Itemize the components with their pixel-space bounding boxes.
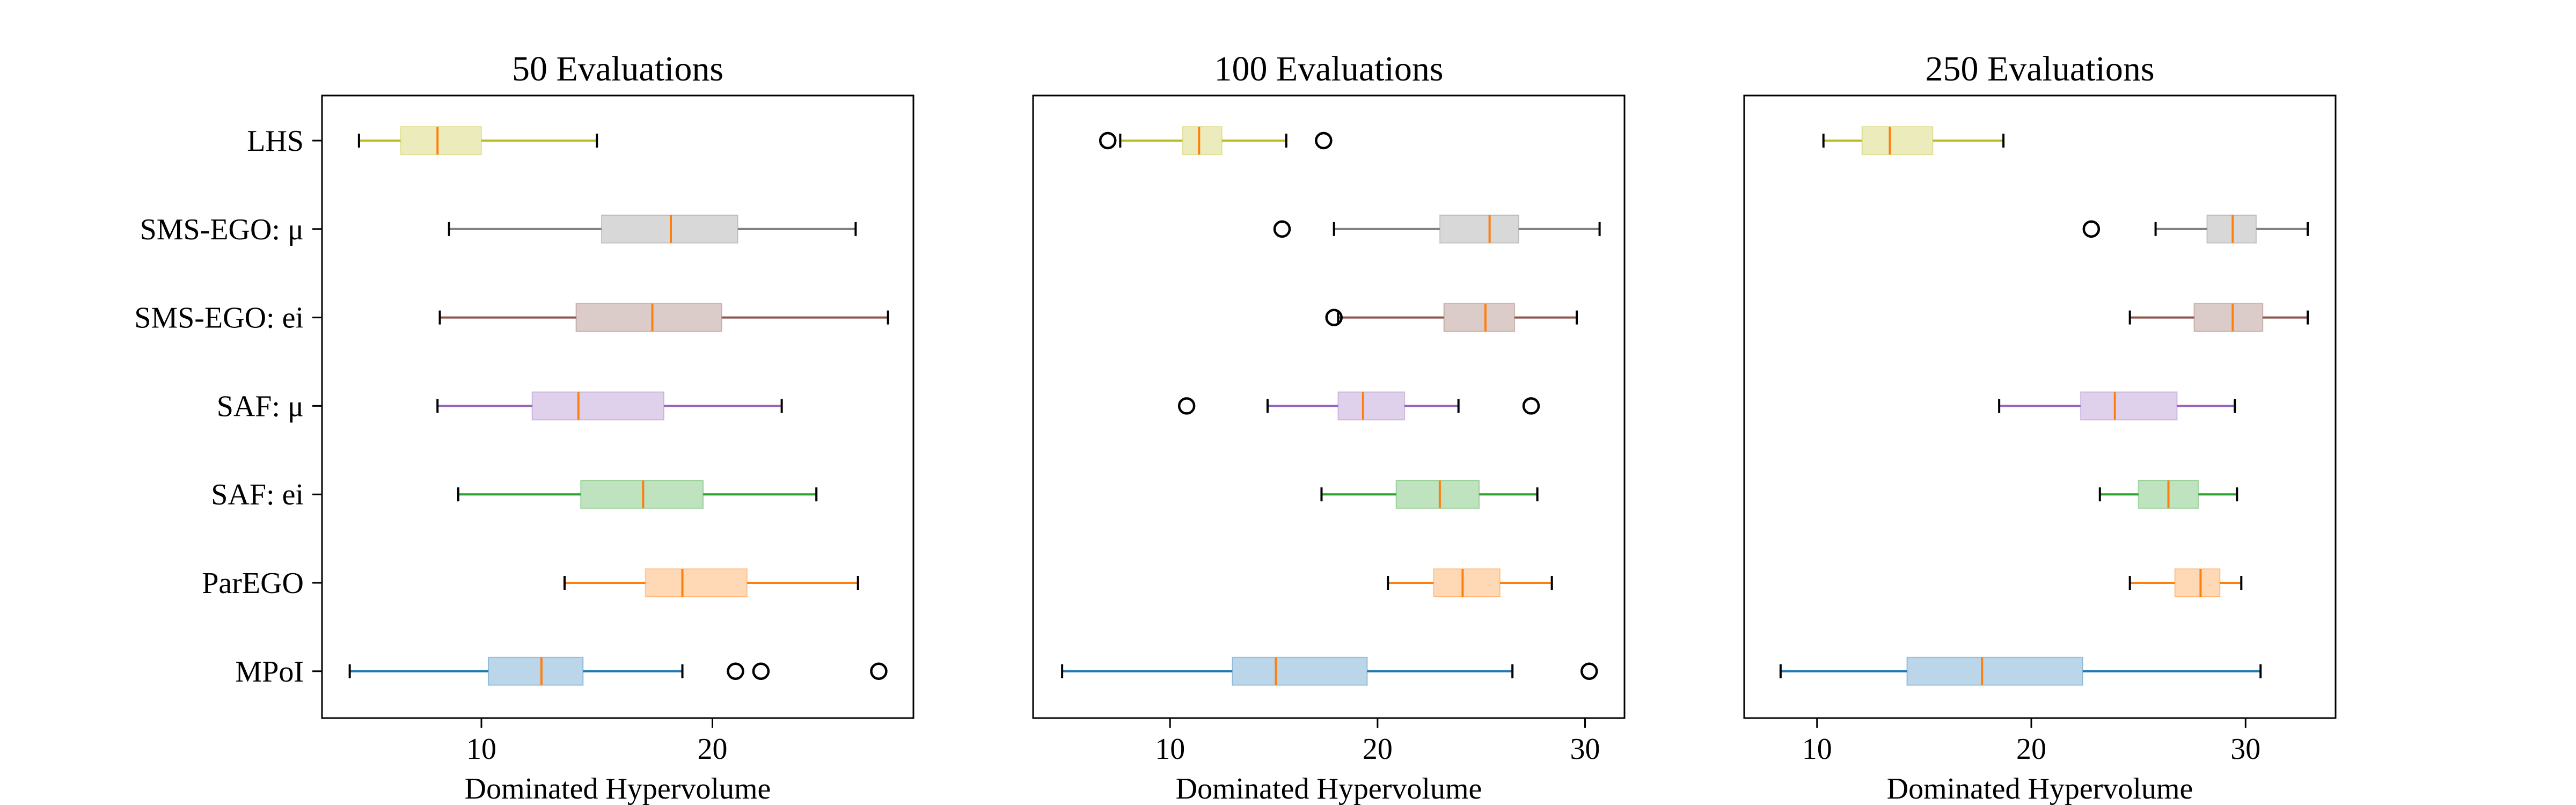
box-saf-ei — [1320, 480, 1539, 509]
iqr-box — [1337, 391, 1406, 421]
panel-3: 250 Evaluations 10 20 30 Dominated Hypervolu… — [1743, 49, 2337, 805]
x-tick-label: 30 — [2230, 733, 2260, 766]
iqr-box — [575, 303, 722, 332]
box-parego — [1387, 568, 1553, 597]
axes-frame — [1032, 94, 1626, 719]
panel-1: 50 Evaluations LHS SMS-EGO: μ SMS-EGO: ei SA… — [134, 49, 914, 805]
x-tick-label: 10 — [1155, 733, 1185, 766]
box-sms-ego- — [1273, 214, 1601, 244]
outlier-point — [727, 662, 744, 680]
category-label: ParEGO — [202, 567, 304, 600]
box-sms-ego-ei — [1325, 303, 1578, 332]
box-saf-ei — [457, 480, 818, 509]
x-axis-label: Dominated Hypervolume — [465, 772, 771, 805]
iqr-box — [1861, 126, 1934, 155]
box-parego — [2128, 568, 2243, 597]
iqr-box — [1182, 126, 1223, 155]
axes-frame — [321, 94, 914, 719]
x-tick-label: 20 — [697, 733, 727, 766]
iqr-box — [580, 480, 704, 509]
panel-title: 250 Evaluations — [1925, 49, 2154, 89]
iqr-box — [1395, 480, 1480, 509]
x-axis-label: Dominated Hypervolume — [1887, 772, 2193, 805]
outlier-point — [1522, 397, 1540, 415]
iqr-box — [645, 568, 748, 597]
axes-frame — [1743, 94, 2337, 719]
outlier-point — [1177, 397, 1196, 415]
x-tick-label: 10 — [1802, 733, 1832, 766]
box-lhs — [357, 126, 598, 155]
outlier-point — [1580, 662, 1598, 680]
iqr-box — [487, 656, 584, 686]
box-sms-ego- — [448, 214, 857, 244]
iqr-box — [2193, 303, 2264, 332]
outlier-point — [870, 662, 888, 680]
iqr-box — [1433, 568, 1501, 597]
box-lhs — [1099, 126, 1333, 155]
x-tick-label: 20 — [2016, 733, 2046, 766]
box-lhs — [1822, 126, 2005, 155]
box-saf- — [1177, 391, 1540, 421]
box-parego — [563, 568, 859, 597]
panel-2: 100 Evaluations 10 20 30 Dominated Hypervolu… — [1032, 49, 1626, 805]
x-tick-label: 30 — [1570, 733, 1600, 766]
iqr-box — [2174, 568, 2221, 597]
iqr-box — [1906, 656, 2083, 686]
box-sms-ego-ei — [2128, 303, 2309, 332]
outlier-point — [2082, 220, 2101, 238]
category-label: SMS-EGO: μ — [140, 213, 304, 246]
x-tick-label: 20 — [1363, 733, 1393, 766]
category-label: SAF: μ — [217, 390, 304, 423]
outlier-point — [752, 662, 770, 680]
outlier-point — [1315, 131, 1333, 150]
iqr-box — [2080, 391, 2178, 421]
box-mpoi — [1779, 656, 2262, 686]
category-label: SMS-EGO: ei — [134, 302, 304, 335]
box-saf-ei — [2098, 480, 2238, 509]
box-sms-ego- — [2082, 214, 2309, 244]
category-label: SAF: ei — [211, 478, 304, 511]
box-saf- — [1998, 391, 2236, 421]
panel-title: 50 Evaluations — [512, 49, 723, 89]
x-tick-label: 10 — [466, 733, 496, 766]
iqr-box — [1439, 214, 1519, 244]
x-axis-label: Dominated Hypervolume — [1176, 772, 1482, 805]
outlier-point — [1325, 309, 1343, 326]
outlier-point — [1273, 220, 1291, 238]
outlier-point — [1099, 131, 1117, 150]
category-label: MPoI — [235, 655, 304, 689]
iqr-box — [531, 391, 665, 421]
box-saf- — [436, 391, 783, 421]
box-mpoi — [1061, 656, 1598, 686]
iqr-box — [1443, 303, 1516, 332]
box-sms-ego-ei — [438, 303, 889, 332]
iqr-box — [601, 214, 738, 244]
category-label: LHS — [247, 125, 304, 158]
iqr-box — [400, 126, 482, 155]
box-mpoi — [348, 656, 888, 686]
iqr-box — [1232, 656, 1368, 686]
panel-title: 100 Evaluations — [1214, 49, 1443, 89]
